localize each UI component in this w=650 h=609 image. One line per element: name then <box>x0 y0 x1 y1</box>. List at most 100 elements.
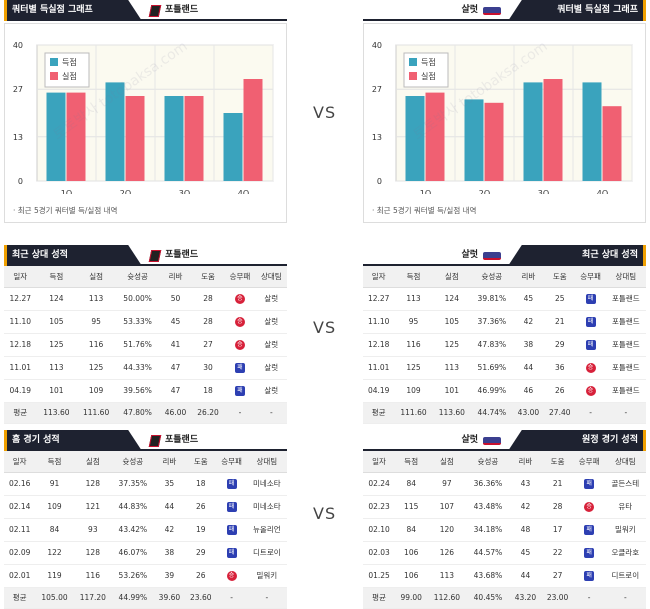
table-cell: 84 <box>35 518 74 542</box>
result-win-icon: 패 <box>234 363 245 373</box>
table-cell: 107 <box>427 495 467 519</box>
table-cell: 골든스테 <box>604 472 646 496</box>
table-cell: 승 <box>575 379 606 403</box>
table-cell: 106 <box>395 564 428 588</box>
away-games-panel: 살럿 원정 경기 성적 일자 득점 실점 슛성공 리바 도움 승무패 상대팀 02.24 84 97… <box>363 430 646 609</box>
accent-bar <box>4 245 7 266</box>
column-header: 리바 <box>153 451 186 473</box>
table-cell: 04.19 <box>363 379 395 403</box>
table-cell: 22 <box>541 541 574 565</box>
table-row: 02.09 122 128 46.07% 38 29 패 디트로이 <box>4 541 287 565</box>
table-cell: 42 <box>153 518 186 542</box>
table-cell: 28 <box>541 495 574 519</box>
column-header: 도움 <box>185 451 217 473</box>
table-cell: 105 <box>36 310 77 334</box>
column-header: 슛성공 <box>111 451 154 473</box>
table-cell: 119 <box>35 564 74 588</box>
table-row: 02.16 91 128 37.35% 35 18 패 미네소타 <box>4 472 287 496</box>
table-cell: 39.56% <box>115 379 160 403</box>
bar <box>243 79 263 181</box>
table-cell: 84 <box>395 472 428 496</box>
table-cell: 26.20 <box>191 402 225 424</box>
table-cell: 26 <box>544 379 576 403</box>
x-tick-label: 2Q <box>479 189 490 194</box>
y-tick-label: 27 <box>372 85 382 94</box>
table-cell: 116 <box>73 564 112 588</box>
table-cell: 44 <box>512 356 545 380</box>
table-cell: 유타 <box>604 495 646 519</box>
table-cell: 42 <box>509 495 542 519</box>
table-cell: 112.60 <box>427 587 467 609</box>
legend-swatch <box>50 72 58 80</box>
quarter-chart-box: 0 13 27 40 1Q 2Q 3Q 4Q 득점 실점 · 최근 5경기 쿼터별 득/실점 내역 <box>4 23 287 223</box>
table-cell: 승 <box>224 310 256 334</box>
table-cell: 02.23 <box>363 495 396 519</box>
table-cell: 평균 <box>363 402 395 424</box>
charlotte-logo-icon <box>483 436 501 445</box>
charlotte-logo-icon <box>483 251 501 260</box>
table-cell: 패 <box>216 541 247 565</box>
result-loss-icon: 승 <box>585 363 596 373</box>
table-cell: 84 <box>395 518 428 542</box>
table-cell: 40.45% <box>466 587 510 609</box>
table-cell: 30 <box>191 356 225 380</box>
result-win-icon: 패 <box>584 548 595 558</box>
column-header: 승무패 <box>573 451 605 473</box>
result-win-icon: 패 <box>584 571 595 581</box>
table-row: 12.27 124 113 50.00% 50 28 승 살럿 <box>4 287 287 311</box>
table-cell: 50.00% <box>115 287 160 311</box>
table-cell: 26 <box>185 564 217 588</box>
table-header-row: 일자 득점 실점 슛성공 리바 도움 승무패 상대팀 <box>363 451 646 473</box>
team-name-charlotte: 살럿 <box>461 245 501 266</box>
table-cell: 21 <box>541 472 574 496</box>
table-cell: 디트로이 <box>604 564 646 588</box>
home-h2h-panel: 최근 상대 성적 포틀랜드 일자 득점 실점 슛성공 리바 도움 승무패 상대팀 12.27 12… <box>4 245 287 424</box>
table-cell: 44.99% <box>111 587 154 609</box>
table-cell: 평균 <box>4 587 36 609</box>
accent-bar <box>643 0 646 21</box>
column-header: 도움 <box>541 451 574 473</box>
bar <box>405 96 425 181</box>
table-cell: 승 <box>224 333 256 357</box>
table-cell: 36 <box>544 356 576 380</box>
panel-header: 살럿 원정 경기 성적 <box>363 430 646 451</box>
table-cell: 44.33% <box>115 356 160 380</box>
table-cell: 45 <box>512 287 545 311</box>
result-win-icon: 패 <box>585 294 596 304</box>
table-row: 02.24 84 97 36.36% 43 21 패 골든스테 <box>363 472 646 496</box>
table-cell: 39.81% <box>470 287 513 311</box>
x-tick-label: 3Q <box>538 189 549 194</box>
table-cell: 47.83% <box>470 333 513 357</box>
table-row: 11.10 105 95 53.33% 45 28 승 살럿 <box>4 310 287 334</box>
column-header: 실점 <box>73 451 112 473</box>
table-cell: 124 <box>36 287 77 311</box>
table-cell: 살럿 <box>255 310 287 334</box>
quarter-chart-box: 0 13 27 40 1Q 2Q 3Q 4Q 득점 실점 · 최근 5경기 쿼터별 득/실점 내역 <box>363 23 646 223</box>
panel-title: 최근 상대 성적 <box>12 250 68 260</box>
result-win-icon: 패 <box>226 502 237 512</box>
panel-title: 최근 상대 성적 <box>582 250 638 260</box>
bar <box>125 96 145 181</box>
panel-title: 쿼터별 득실점 그래프 <box>557 5 638 15</box>
h2h-table: 일자 득점 실점 슛성공 리바 도움 승무패 상대팀 12.27 124 113 50.00% 50 28… <box>4 266 287 424</box>
table-row: 01.25 106 113 43.68% 44 27 패 디트로이 <box>363 564 646 588</box>
table-cell: 43.00 <box>512 402 545 424</box>
column-header: 상대팀 <box>604 451 646 473</box>
table-cell: 34.18% <box>466 518 510 542</box>
y-tick-label: 13 <box>372 133 382 142</box>
column-header: 슛성공 <box>470 266 513 288</box>
table-cell: 45 <box>159 310 192 334</box>
table-row: 12.18 125 116 51.76% 41 27 승 살럿 <box>4 333 287 357</box>
table-cell: 38 <box>153 541 186 565</box>
table-cell: 02.24 <box>363 472 396 496</box>
table-row: 02.01 119 116 53.26% 39 26 승 밀워키 <box>4 564 287 588</box>
panel-header: 최근 상대 성적 포틀랜드 <box>4 245 287 266</box>
table-cell: 02.16 <box>4 472 36 496</box>
table-cell: 46 <box>512 379 545 403</box>
table-cell: 11.01 <box>363 356 395 380</box>
table-cell: 41 <box>159 333 192 357</box>
table-cell: 살럿 <box>255 379 287 403</box>
y-tick-label: 13 <box>13 133 23 142</box>
panel-header: 살럿 쿼터별 득실점 그래프 <box>363 0 646 21</box>
